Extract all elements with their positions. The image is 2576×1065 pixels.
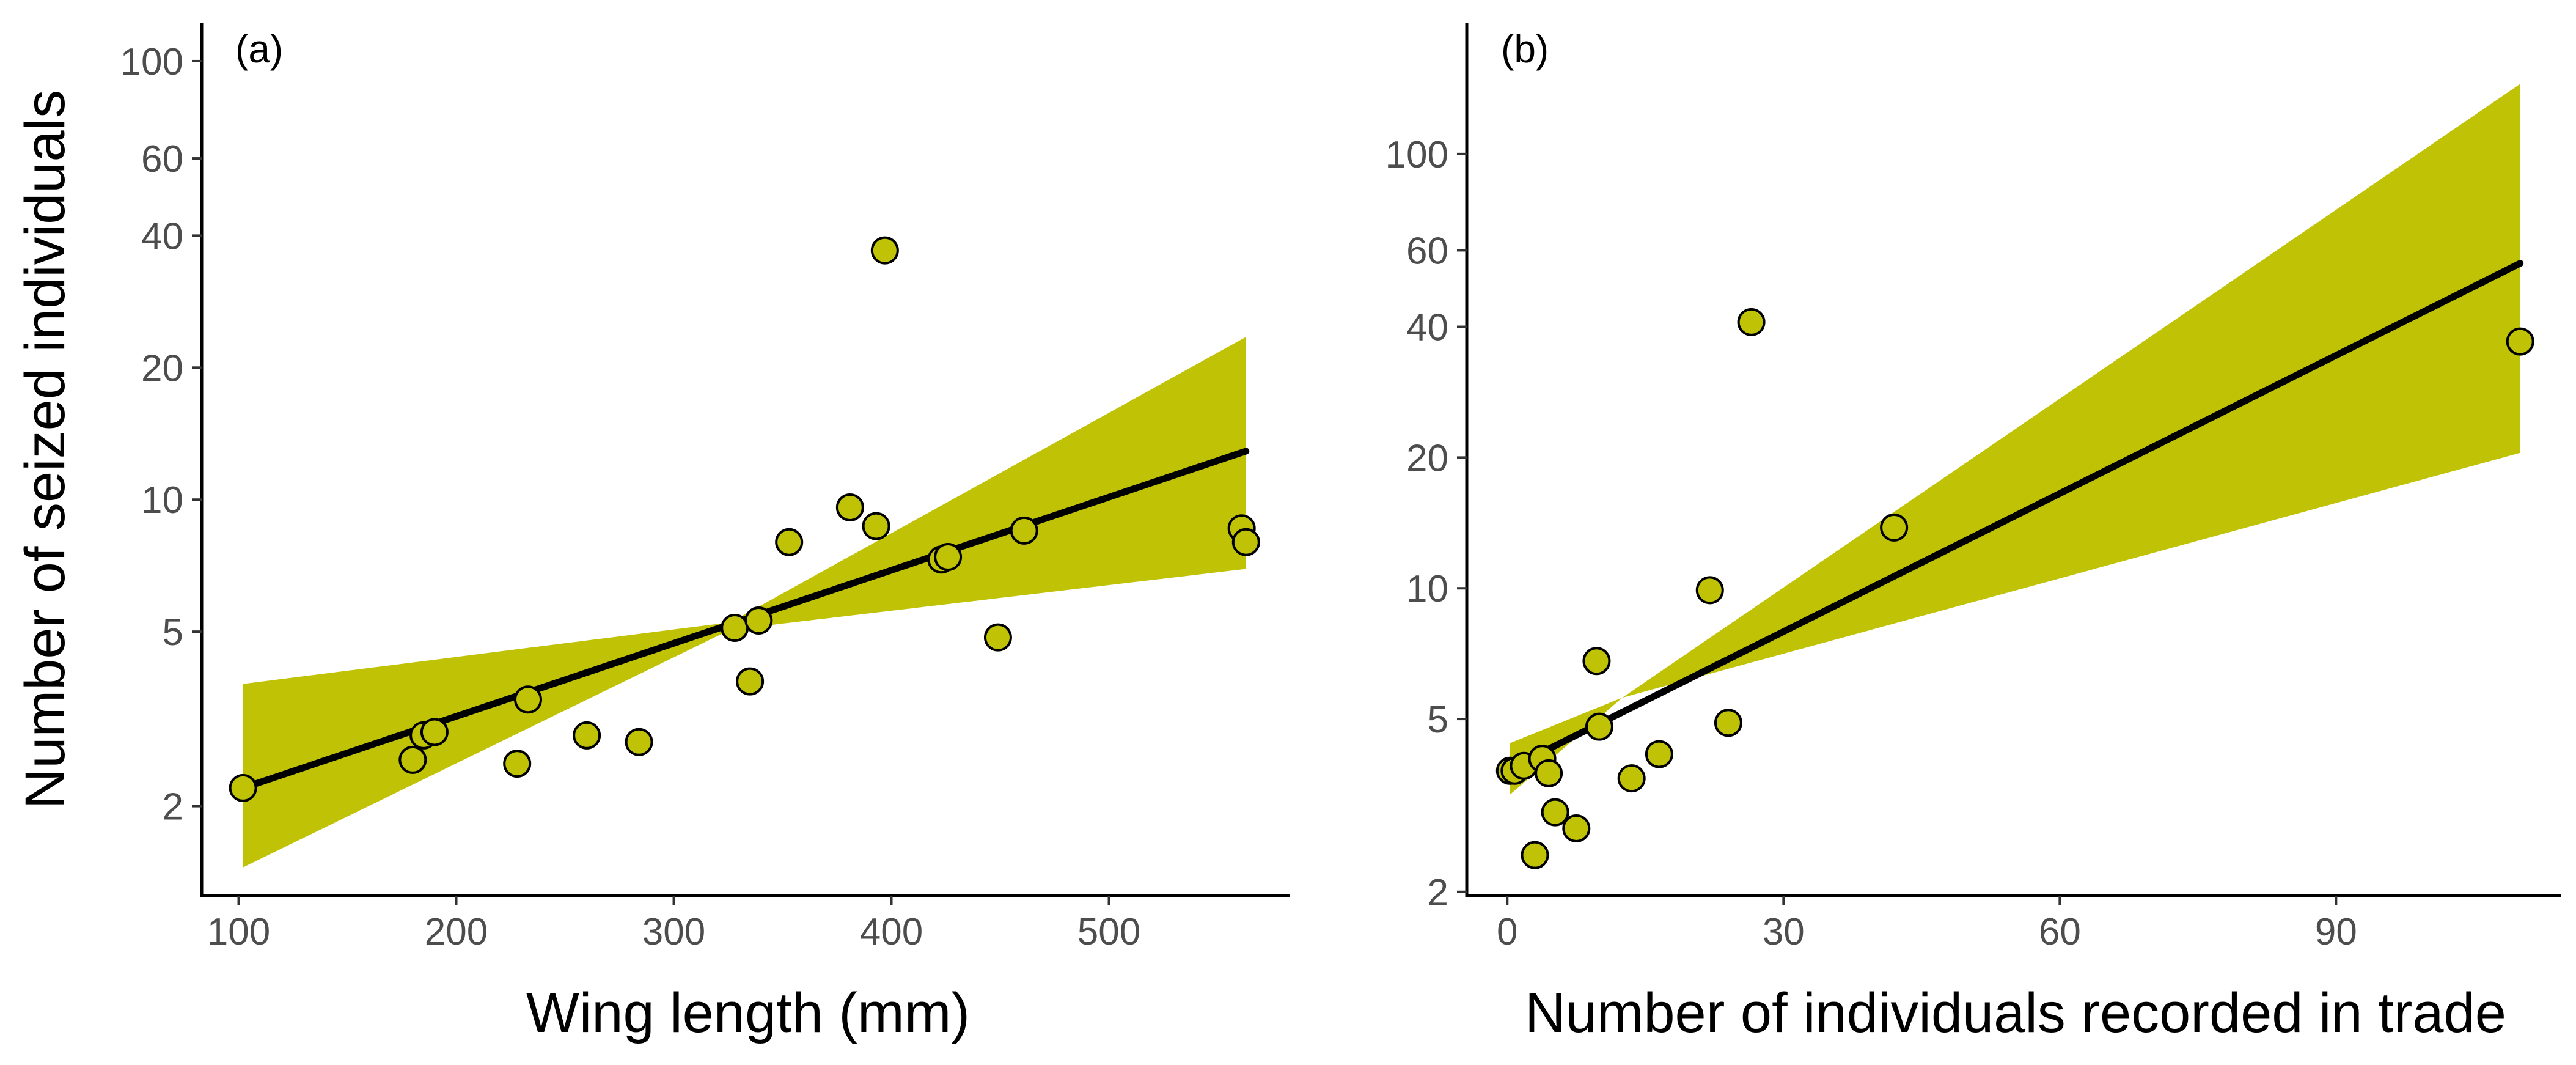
data-point bbox=[983, 623, 1012, 652]
y-tick-label: 20 bbox=[1406, 437, 1448, 479]
panel-label-a: (a) bbox=[235, 27, 283, 71]
confidence-band-b bbox=[1510, 84, 2520, 795]
data-point bbox=[1585, 712, 1613, 741]
x-tick-label: 90 bbox=[2315, 911, 2357, 953]
data-point bbox=[1714, 709, 1742, 737]
data-point bbox=[1521, 841, 1549, 869]
data-point bbox=[625, 728, 653, 756]
data-point bbox=[1737, 308, 1766, 336]
data-point bbox=[573, 721, 601, 750]
data-point bbox=[2506, 327, 2534, 356]
x-tick-label: 60 bbox=[2039, 911, 2081, 953]
data-point bbox=[503, 750, 532, 778]
data-point bbox=[229, 773, 257, 802]
y-tick-label: 10 bbox=[1406, 568, 1448, 610]
x-tick-label: 200 bbox=[425, 911, 488, 953]
y-tick-label: 60 bbox=[1406, 230, 1448, 272]
data-point bbox=[736, 667, 765, 696]
data-point bbox=[934, 543, 963, 572]
data-point bbox=[862, 512, 890, 540]
data-point bbox=[1231, 528, 1260, 556]
data-point bbox=[1010, 516, 1038, 545]
y-axis-title: Number of seized individuals bbox=[14, 90, 76, 809]
y-tick-label: 20 bbox=[141, 347, 183, 389]
regression-line-b bbox=[1506, 260, 2524, 772]
x-tick-label: 30 bbox=[1763, 911, 1805, 953]
y-tick-label: 2 bbox=[163, 786, 183, 828]
data-point bbox=[514, 685, 542, 714]
data-point bbox=[1695, 576, 1724, 605]
data-point bbox=[870, 236, 899, 265]
data-point bbox=[775, 528, 804, 556]
y-tick-label: 10 bbox=[141, 479, 183, 521]
data-point bbox=[398, 745, 427, 774]
data-point bbox=[1562, 814, 1591, 842]
x-axis-title-b: Number of individuals recorded in trade bbox=[1525, 982, 2506, 1044]
y-tick-label: 5 bbox=[1428, 699, 1448, 741]
panel-b: 0 30 60 90 2 5 10 20 40 60 100 (b) Number of indiv… bbox=[1385, 23, 2561, 1044]
data-point bbox=[420, 718, 449, 746]
y-tick-label: 2 bbox=[1428, 872, 1448, 914]
data-point bbox=[835, 493, 864, 521]
x-tick-label: 100 bbox=[207, 911, 270, 953]
data-point bbox=[1582, 647, 1611, 676]
y-tick-label: 60 bbox=[141, 138, 183, 180]
x-tick-label: 400 bbox=[860, 911, 923, 953]
panel-a: 100 200 300 400 500 2 5 10 20 40 60 100 (a) Wing le… bbox=[14, 23, 1290, 1044]
data-point bbox=[721, 613, 749, 642]
data-point bbox=[1617, 764, 1646, 793]
y-tick-label: 100 bbox=[120, 41, 183, 83]
x-tick-label: 300 bbox=[642, 911, 705, 953]
data-point bbox=[1880, 513, 1909, 542]
x-tick-label: 500 bbox=[1077, 911, 1140, 953]
y-tick-label: 100 bbox=[1385, 134, 1448, 176]
confidence-band-a bbox=[243, 337, 1246, 868]
y-tick-label: 5 bbox=[163, 611, 183, 654]
y-tick-label: 40 bbox=[141, 215, 183, 257]
data-point bbox=[744, 606, 773, 635]
x-axis-title-a: Wing length (mm) bbox=[526, 982, 970, 1044]
panel-label-b: (b) bbox=[1501, 27, 1549, 71]
x-tick-label: 0 bbox=[1497, 911, 1517, 953]
data-point bbox=[1541, 798, 1569, 827]
y-tick-label: 40 bbox=[1406, 307, 1448, 349]
data-point bbox=[1535, 759, 1563, 787]
data-point bbox=[1645, 740, 1673, 768]
